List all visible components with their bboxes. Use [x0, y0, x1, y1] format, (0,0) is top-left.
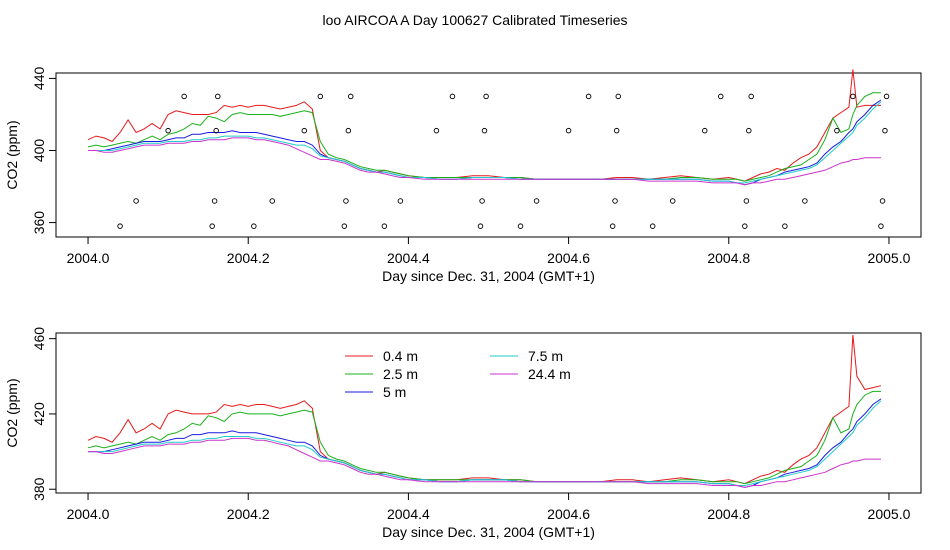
scatter-point — [718, 93, 724, 100]
scatter-point — [878, 223, 884, 229]
series-line-2-5-m — [87, 390, 881, 485]
series-line-5-m — [88, 99, 882, 186]
scatter-point — [748, 93, 754, 100]
series-line-2-5-m — [87, 92, 881, 182]
y-tick-label: 460 — [31, 327, 47, 351]
legend-label: 24.4 m — [528, 366, 571, 382]
scatter-point — [215, 93, 221, 100]
scatter-point — [612, 198, 618, 204]
scatter-point — [533, 198, 540, 204]
scatter-point — [649, 223, 656, 229]
scatter-point — [782, 223, 788, 229]
scatter-point — [433, 127, 440, 134]
scatter-point — [317, 93, 324, 100]
scatter-point — [133, 198, 139, 204]
legend-label: 7.5 m — [528, 348, 563, 364]
scatter-point — [613, 127, 620, 134]
y-tick-label: 360 — [31, 211, 47, 235]
scatter-point — [269, 198, 276, 204]
x-tick-label: 2005.0 — [868, 250, 911, 266]
bottom-panel-lines: 2004.0 2004.2 2004.4 2004.6 2004.8 2005.0 380 4… — [4, 327, 922, 540]
y-axis-label: CO2 (ppm) — [4, 378, 20, 447]
scatter-point — [381, 223, 388, 229]
scatter-point — [479, 198, 485, 204]
x-tick-label: 2004.6 — [547, 506, 590, 522]
x-tick-label: 2004.2 — [227, 506, 270, 522]
scatter-point — [181, 93, 187, 100]
series-line-5-m — [88, 398, 882, 488]
y-tick-label: 380 — [31, 477, 47, 501]
scatter-point — [609, 223, 616, 229]
y-tick-label: 420 — [31, 402, 47, 426]
scatter-point — [834, 127, 840, 134]
scatter-point — [477, 223, 484, 229]
y-tick-label: 440 — [31, 67, 47, 91]
plot-frame — [55, 332, 922, 494]
scatter-point — [565, 127, 572, 134]
scatter-point — [117, 223, 123, 229]
scatter-point — [341, 223, 348, 229]
scatter-point — [209, 223, 215, 229]
scatter-point — [397, 198, 404, 204]
x-tick-label: 2005.0 — [868, 506, 911, 522]
x-tick-label: 2004.4 — [387, 250, 430, 266]
x-tick-label: 2004.4 — [387, 506, 430, 522]
scatter-point — [301, 127, 308, 134]
scatter-point — [743, 198, 750, 204]
x-tick-label: 2004.0 — [67, 506, 110, 522]
scatter-point — [883, 93, 890, 100]
series-line-24-4-m — [88, 437, 881, 488]
legend-label: 5 m — [383, 384, 406, 400]
y-axis-label: CO2 (ppm) — [4, 120, 20, 189]
series-line-0-4-m — [87, 69, 881, 182]
series-line-24-4-m — [88, 137, 881, 186]
x-tick-label: 2004.0 — [67, 250, 110, 266]
x-tick-label: 2004.6 — [547, 250, 590, 266]
scatter-point — [669, 198, 676, 204]
scatter-point — [347, 93, 354, 100]
scatter-point — [615, 93, 622, 100]
figure-title: loo AIRCOA A Day 100627 Calibrated Times… — [322, 12, 627, 28]
series-line-0-4-m — [87, 334, 882, 485]
top-panel-scatter: 2004.0 2004.2 2004.4 2004.6 2004.8 2005.0 360 4… — [4, 67, 922, 284]
x-tick-label: 2004.2 — [227, 250, 270, 266]
x-tick-label: 2004.8 — [707, 506, 750, 522]
scatter-point — [251, 223, 257, 229]
scatter-point — [585, 93, 592, 100]
scatter-point — [345, 127, 352, 134]
scatter-point — [483, 93, 489, 100]
scatter-point — [211, 198, 218, 204]
series-line-7-5-m — [88, 101, 882, 184]
scatter-point — [702, 127, 708, 134]
y-tick-label: 400 — [31, 139, 47, 163]
x-axis-label: Day since Dec. 31, 2004 (GMT+1) — [382, 268, 595, 284]
scatter-point — [213, 127, 219, 134]
scatter-point — [850, 93, 856, 100]
scatter-point — [165, 127, 171, 134]
x-tick-label: 2004.8 — [707, 250, 750, 266]
x-axis-label: Day since Dec. 31, 2004 (GMT+1) — [382, 524, 595, 540]
scatter-point — [449, 93, 456, 100]
scatter-point — [746, 127, 752, 134]
scatter-point — [742, 223, 748, 229]
scatter-point — [481, 127, 488, 134]
scatter-point — [882, 127, 888, 134]
scatter-point — [517, 223, 524, 229]
scatter-point — [802, 198, 808, 204]
plot-frame — [55, 72, 922, 238]
scatter-point — [879, 198, 886, 204]
legend-label: 0.4 m — [383, 348, 418, 364]
scatter-point — [343, 198, 349, 204]
legend-label: 2.5 m — [383, 366, 418, 382]
